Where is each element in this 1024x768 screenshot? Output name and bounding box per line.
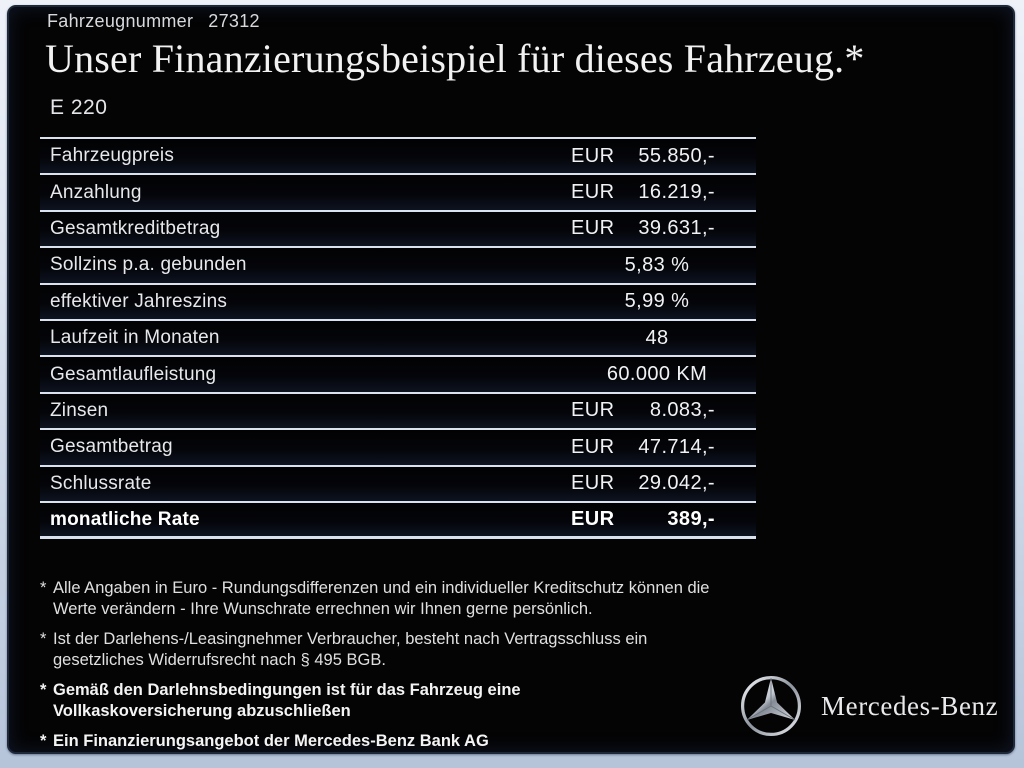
row-value: 5,83 %: [624, 253, 690, 276]
vehicle-number-value: 27312: [208, 11, 260, 31]
currency-code: EUR: [571, 435, 615, 458]
table-row: Laufzeit in Monaten 48: [40, 320, 756, 358]
footnote-line: Alle Angaben in Euro - Rundungsdifferenz…: [53, 579, 710, 597]
row-label: Laufzeit in Monaten: [50, 327, 220, 349]
currency-code: EUR: [571, 217, 615, 240]
amount: 39.631,-: [638, 217, 715, 240]
table-row: Zinsen EUR 8.083,-: [40, 393, 756, 431]
footnote: * Ist der Darlehens-/Leasingnehmer Verbra…: [40, 629, 754, 671]
vehicle-number-label: Fahrzeugnummer: [47, 11, 194, 31]
amount: 16.219,-: [638, 181, 715, 204]
row-value: EUR 47.714,-: [558, 436, 756, 459]
footnote: * Gemäß den Darlehnsbedingungen ist für d…: [40, 680, 754, 722]
footnote-text: Ist der Darlehens-/Leasingnehmer Verbrau…: [53, 629, 647, 671]
table-row: Anzahlung EUR 16.219,-: [40, 175, 756, 212]
footnote-line: Werte verändern - Ihre Wunschrate errech…: [53, 600, 593, 618]
amount: 29.042,-: [638, 472, 715, 495]
table-row: Schlussrate EUR 29.042,-: [40, 466, 756, 503]
row-value: 48: [645, 326, 669, 349]
finance-table: Fahrzeugpreis EUR 55.850,- Anzahlung EUR 16.2…: [40, 137, 756, 540]
table-row: Fahrzeugpreis EUR 55.850,-: [40, 139, 756, 176]
table-row: Gesamtkreditbetrag EUR 39.631,-: [40, 211, 756, 249]
row-value: EUR 16.219,-: [558, 181, 756, 204]
vehicle-model: E 220: [50, 96, 108, 119]
currency-code: EUR: [571, 508, 615, 531]
footnote: * Alle Angaben in Euro - Rundungsdifferen…: [40, 578, 754, 620]
row-value: EUR 8.083,-: [558, 399, 756, 422]
footnote-line: gesetzliches Widerrufsrecht nach § 495 B…: [53, 651, 386, 669]
footnote: * Ein Finanzierungsangebot der Mercedes-B…: [40, 731, 754, 752]
row-label: Zinsen: [50, 399, 109, 421]
brand-name: Mercedes-Benz: [821, 690, 999, 721]
row-label: monatliche Rate: [50, 508, 200, 530]
row-label: effektiver Jahreszins: [50, 290, 228, 312]
footnotes: * Alle Angaben in Euro - Rundungsdifferen…: [40, 578, 754, 761]
footnote-line: Ein Finanzierungsangebot der Mercedes-Be…: [53, 732, 489, 750]
amount: 47.714,-: [638, 435, 715, 458]
mercedes-star-icon: [739, 674, 803, 738]
footnote-text: Ein Finanzierungsangebot der Mercedes-Be…: [53, 731, 489, 752]
footnote-marker: *: [40, 732, 47, 750]
brand-block: Mercedes-Benz: [739, 674, 998, 738]
row-label: Schlussrate: [50, 472, 152, 494]
row-label: Gesamtbetrag: [50, 436, 173, 458]
table-row: Gesamtlaufleistung 60.000 KM: [40, 357, 756, 394]
footnote-text: Alle Angaben in Euro - Rundungsdifferenz…: [53, 578, 709, 620]
row-value: EUR 389,-: [558, 508, 756, 531]
table-row: Sollzins p.a. gebunden 5,83 %: [40, 248, 756, 285]
row-value: 60.000 KM: [606, 363, 708, 386]
footnote-text: Gemäß den Darlehnsbedingungen ist für da…: [53, 680, 521, 722]
row-value: 5,99 %: [624, 290, 690, 313]
currency-code: EUR: [571, 144, 615, 167]
table-row: monatliche Rate EUR 389,-: [40, 502, 756, 540]
table-row: Gesamtbetrag EUR 47.714,-: [40, 430, 756, 467]
currency-code: EUR: [571, 399, 615, 422]
vehicle-number: Fahrzeugnummer 27312: [47, 11, 260, 32]
footnote-marker: *: [40, 579, 47, 597]
currency-code: EUR: [571, 181, 615, 204]
footnote-line: Vollkaskoversicherung abzuschließen: [53, 702, 351, 720]
amount: 389,-: [667, 508, 715, 531]
row-label: Anzahlung: [50, 181, 142, 203]
table-row: effektiver Jahreszins 5,99 %: [40, 284, 756, 321]
amount: 55.850,-: [638, 144, 715, 167]
row-label: Gesamtkreditbetrag: [50, 217, 221, 239]
currency-code: EUR: [571, 472, 615, 495]
row-value: EUR 55.850,-: [558, 145, 756, 168]
row-label: Sollzins p.a. gebunden: [50, 254, 247, 276]
row-value: EUR 29.042,-: [558, 472, 756, 495]
footnote-line: Ist der Darlehens-/Leasingnehmer Verbrau…: [53, 630, 648, 648]
amount: 8.083,-: [649, 399, 715, 422]
page-title: Unser Finanzierungsbeispiel für dieses F…: [45, 36, 865, 81]
footnote-marker: *: [40, 630, 47, 648]
row-label: Fahrzeugpreis: [50, 145, 175, 167]
row-value: EUR 39.631,-: [558, 217, 756, 240]
footnote-line: Gemäß den Darlehnsbedingungen ist für da…: [53, 681, 521, 699]
finance-offer-panel: Fahrzeugnummer 27312 Unser Finanzierungsb…: [7, 5, 1015, 754]
row-label: Gesamtlaufleistung: [50, 363, 217, 385]
footnote-marker: *: [40, 681, 47, 699]
